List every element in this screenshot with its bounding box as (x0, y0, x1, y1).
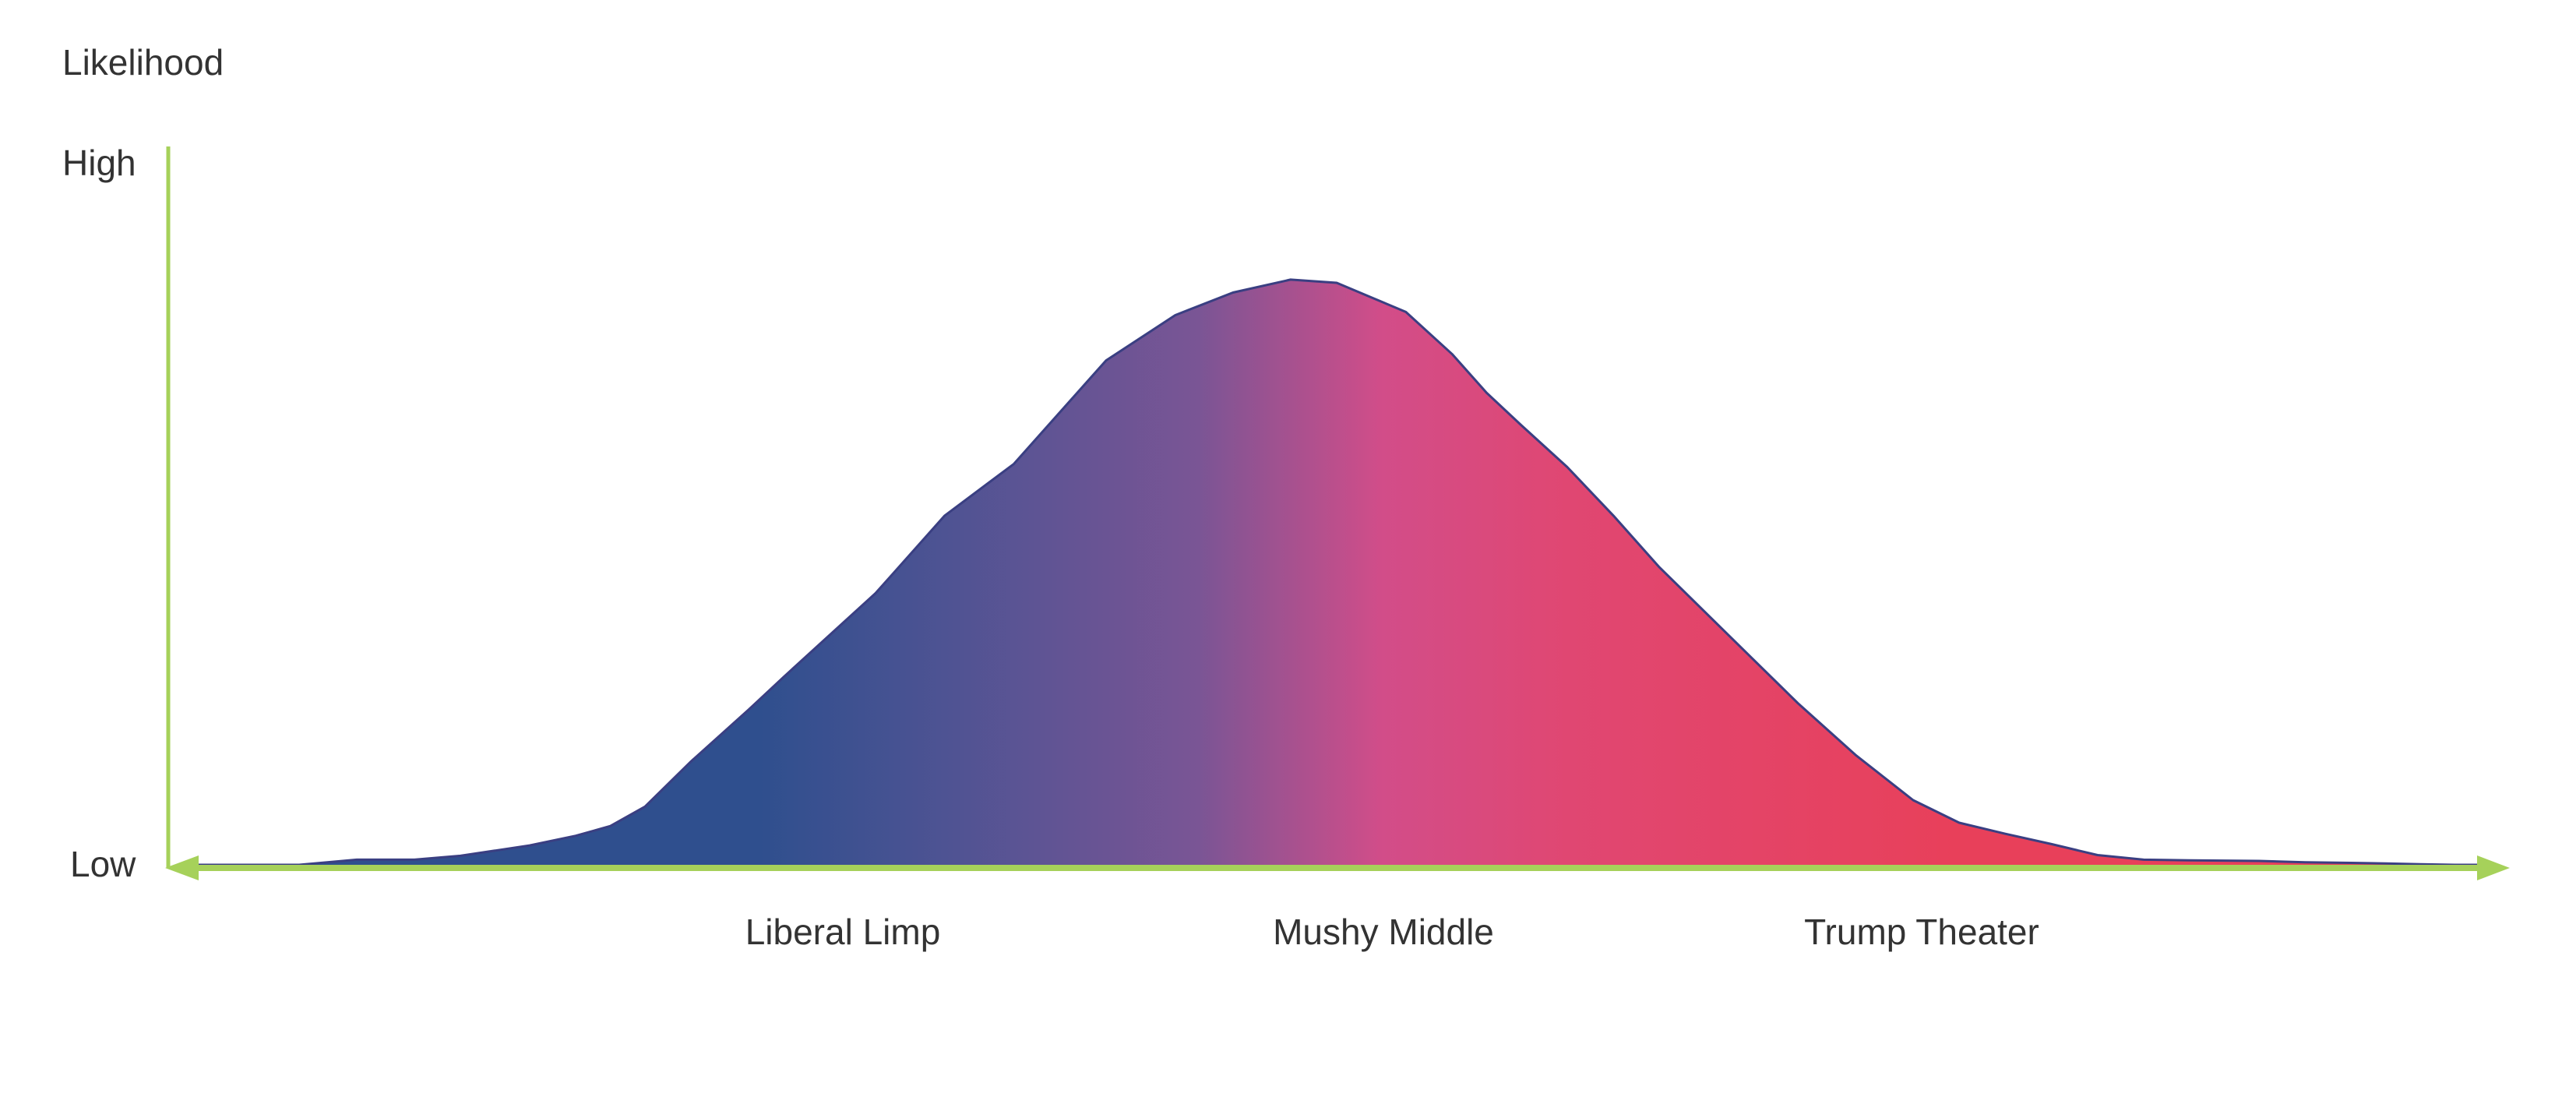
x-axis-right-arrow-icon (2477, 855, 2510, 880)
y-axis-title: Likelihood (62, 42, 224, 83)
x-tick-label-trump-theater: Trump Theater (1804, 912, 2039, 952)
x-tick-label-liberal-limp: Liberal Limp (745, 912, 941, 952)
x-axis-left-arrow-icon (165, 855, 199, 880)
distribution-outline (184, 278, 2490, 866)
x-tick-label-mushy-middle: Mushy Middle (1273, 912, 1494, 952)
distribution-area (184, 279, 2490, 865)
y-tick-label-high: High (62, 143, 136, 183)
y-tick-label-low: Low (70, 844, 136, 884)
